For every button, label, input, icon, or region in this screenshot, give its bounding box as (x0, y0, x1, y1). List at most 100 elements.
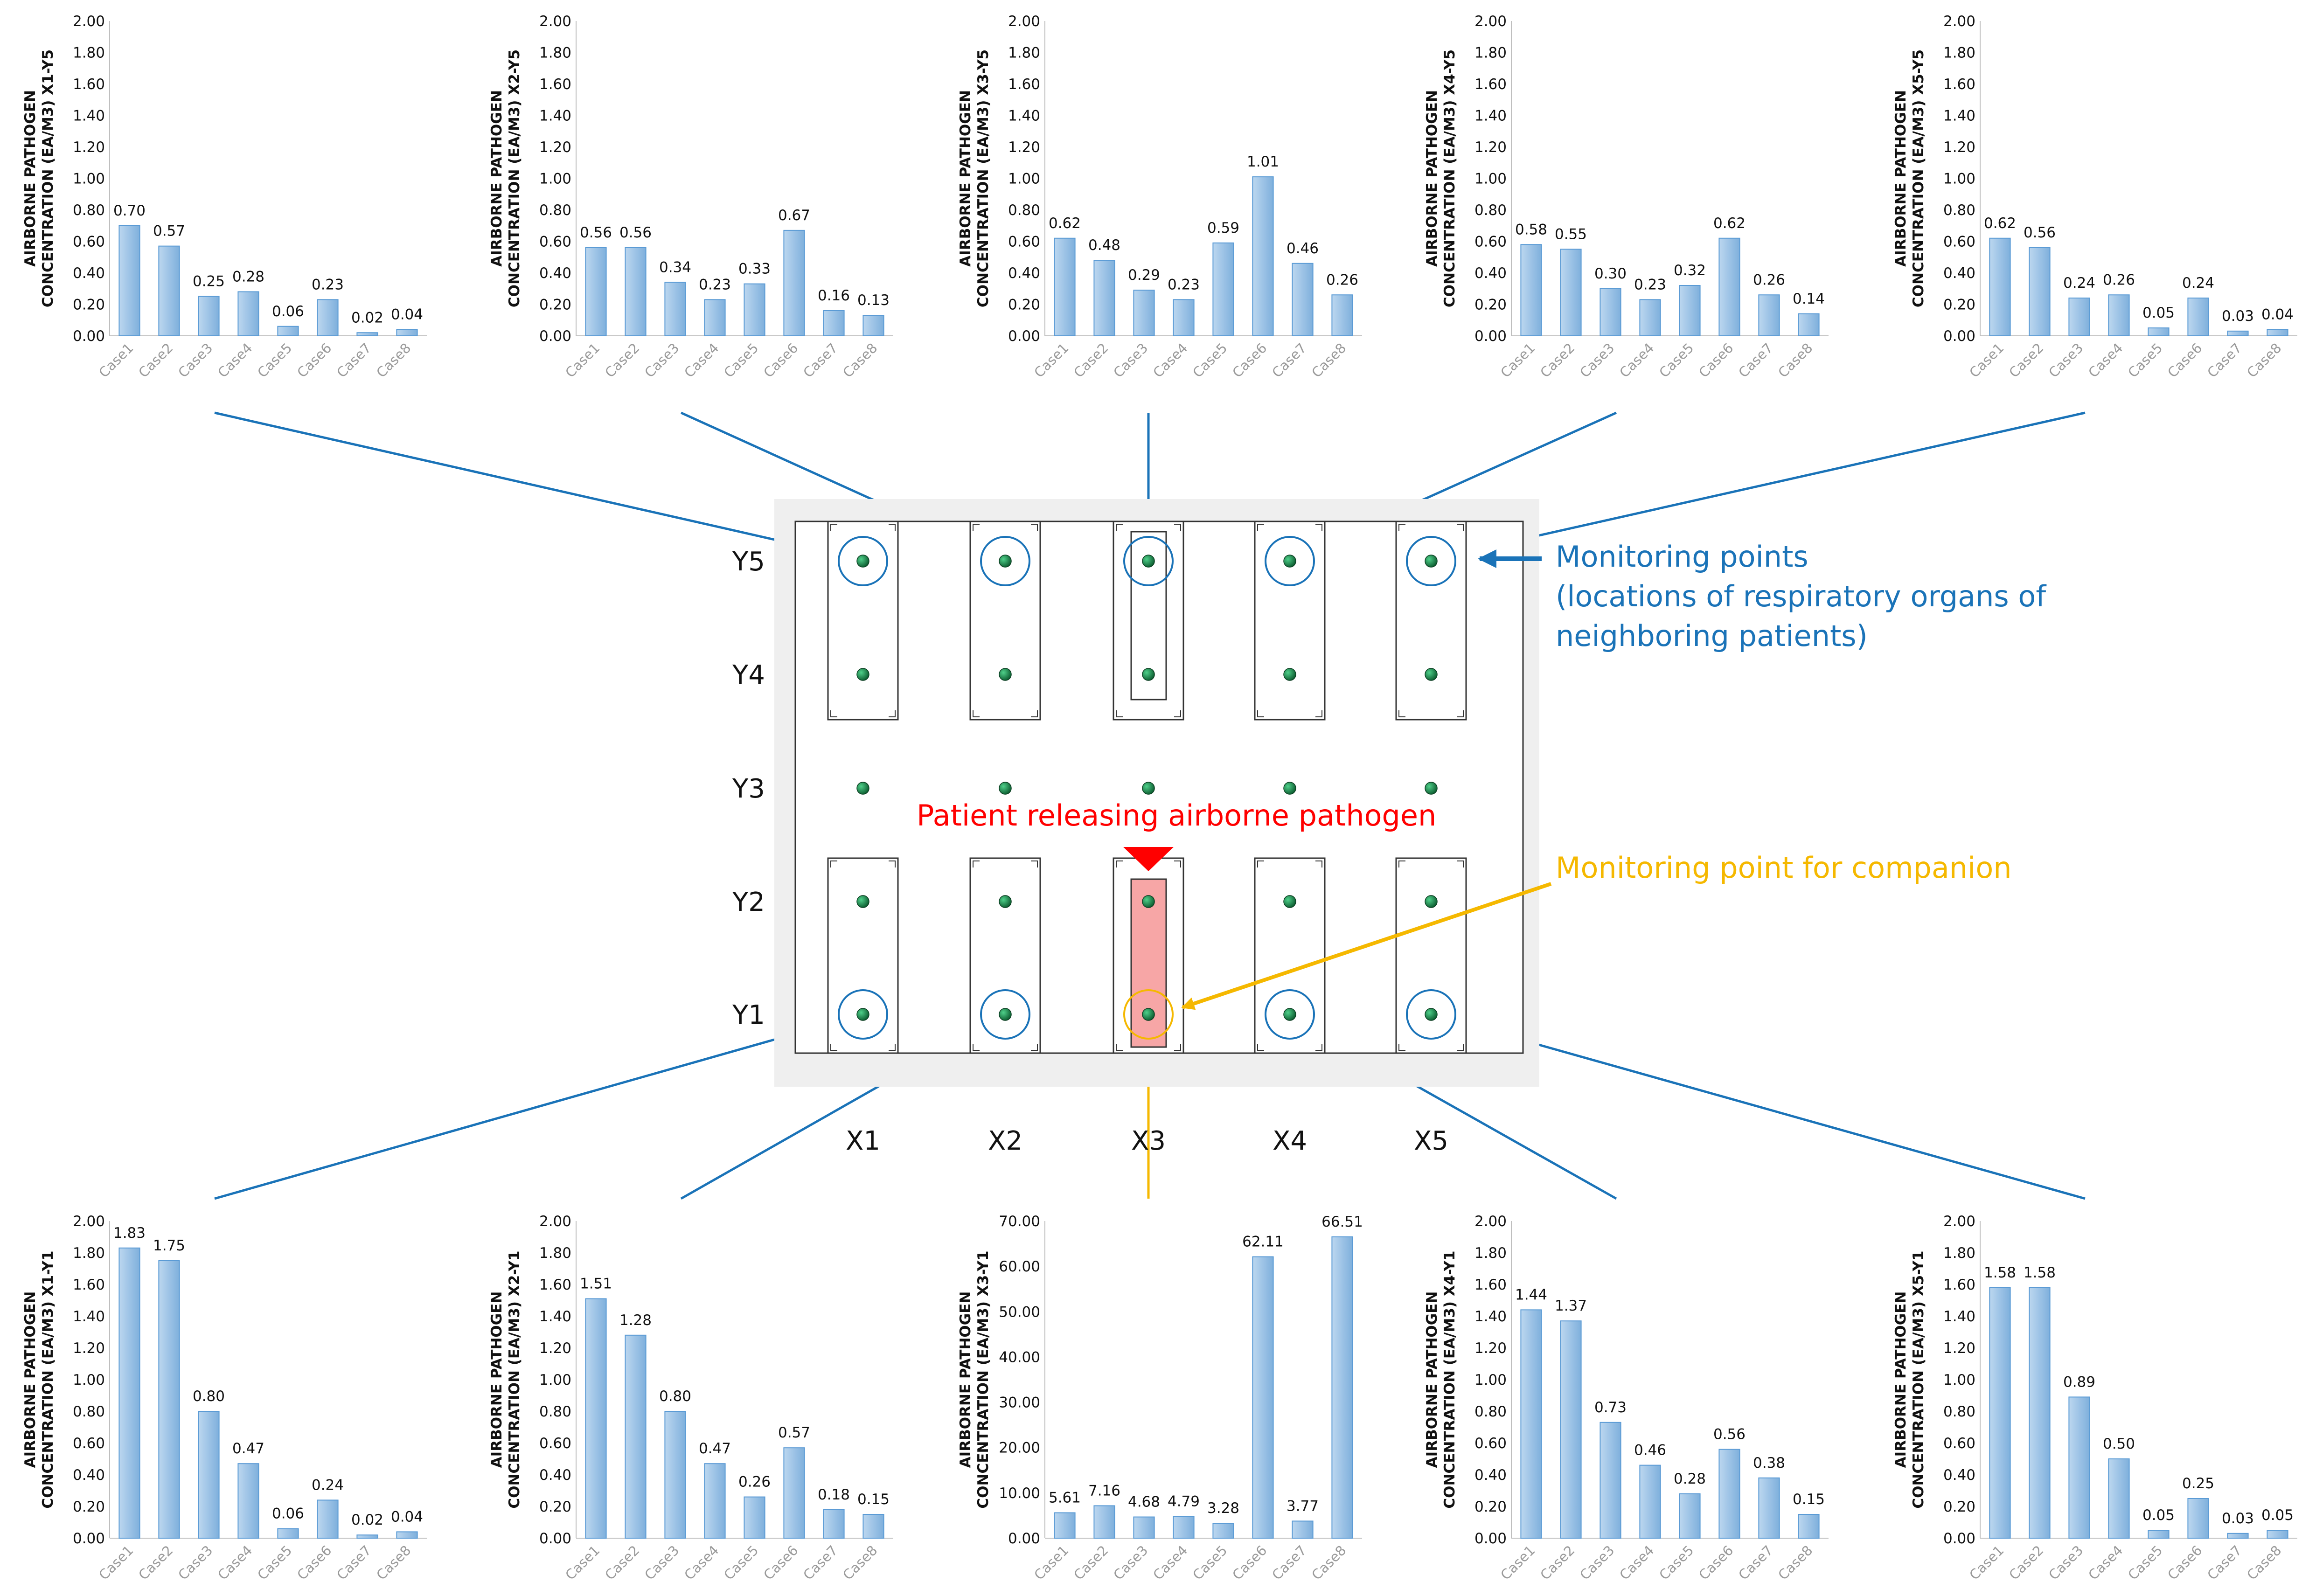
data-label: 1.28 (619, 1312, 652, 1329)
x-tick-label: Case2 (1071, 1542, 1111, 1583)
x-tick-label: Case6 (294, 340, 334, 381)
bed-corner-mark (1398, 524, 1405, 531)
data-label: 3.28 (1207, 1500, 1239, 1517)
chart-x1-y1: 0.00 0.20 0.40 0.60 0.80 1.00 1.20 1.40 1.60 1.80… (22, 1213, 427, 1583)
y-tick-label: 1.40 (1474, 108, 1507, 125)
bar-case5 (1679, 1493, 1701, 1539)
bed-corner-mark (1031, 860, 1038, 867)
bar-case5 (744, 1496, 765, 1539)
y-tick-label: 1.20 (539, 139, 571, 156)
y-tick-label: 0.00 (73, 1530, 105, 1547)
bar-case1 (1989, 1287, 2011, 1539)
x-tick-label: Case3 (1577, 1542, 1617, 1583)
data-label: 0.04 (2261, 306, 2294, 323)
x-tick-label: Case7 (334, 340, 374, 381)
data-label: 0.50 (2103, 1436, 2135, 1452)
bar-case3 (1600, 288, 1621, 336)
y-axis-title-line1: AIRBORNE PATHOGEN (488, 1291, 505, 1468)
bar-case4 (237, 291, 259, 336)
data-label: 0.05 (2142, 305, 2175, 321)
y-axis-title-line2: CONCENTRATION (EA/M3) X4-Y1 (1441, 1250, 1458, 1508)
bar-case8 (396, 329, 418, 336)
x-tick-label: Case1 (562, 1542, 603, 1583)
y-tick-label: 1.00 (1474, 1372, 1507, 1388)
y-tick-label: 1.80 (539, 45, 571, 62)
y-tick-label: 0.60 (539, 1435, 571, 1452)
monitoring-dot (1142, 668, 1155, 681)
x-tick-label: Case2 (602, 1542, 642, 1583)
bed-corner-mark (1315, 524, 1322, 531)
y-tick-label: 0.40 (73, 265, 105, 282)
y-tick-label: 0.20 (73, 1499, 105, 1515)
bed-corner-mark (1257, 1044, 1264, 1051)
y-tick-label: 1.60 (1474, 76, 1507, 93)
bed-frame-x3-upper (1130, 531, 1167, 701)
y-tick-label: 2.00 (73, 1213, 105, 1230)
y-tick-label: 0.80 (1943, 202, 1975, 219)
bed-corner-mark (1031, 710, 1038, 717)
y-axis-title-line2: CONCENTRATION (EA/M3) X2-Y5 (506, 49, 523, 307)
chart-x3-y5: 0.00 0.20 0.40 0.60 0.80 1.00 1.20 1.40 1.60 1.80… (957, 13, 1362, 381)
row-label-y2: Y2 (732, 887, 765, 917)
bar-case6 (2187, 298, 2209, 336)
bar-case2 (1560, 249, 1582, 336)
bar-case8 (2267, 1530, 2288, 1539)
bed-corner-mark (1174, 860, 1181, 867)
data-label: 0.89 (2063, 1374, 2095, 1390)
y-tick-label: 0.20 (1474, 297, 1507, 313)
monitoring-dots (838, 536, 1456, 1040)
bar-case4 (704, 1463, 726, 1539)
bar-case6 (1718, 237, 1740, 336)
data-label: 0.46 (1634, 1442, 1666, 1459)
bar-case6 (783, 229, 805, 336)
y-tick-label: 2.00 (1474, 13, 1507, 30)
bed-corner-mark (1398, 1044, 1405, 1051)
y-tick-label: 0.20 (1474, 1499, 1507, 1515)
x-tick-label: Case2 (1071, 340, 1111, 381)
y-tick-label: 2.00 (73, 13, 105, 30)
y-tick-label: 2.00 (1943, 13, 1975, 30)
data-label: 0.24 (2182, 275, 2214, 291)
column-label-x4: X4 (1273, 1126, 1307, 1156)
x-tick-label: Case4 (1150, 1542, 1190, 1583)
x-tick-label: Case3 (641, 340, 682, 381)
bar-case8 (862, 315, 884, 336)
x-tick-label: Case5 (254, 1542, 295, 1583)
data-label: 0.80 (193, 1388, 225, 1405)
column-label-x3: X3 (1131, 1126, 1166, 1156)
monitoring-dot (1425, 782, 1438, 795)
y-tick-label: 0.60 (1474, 1435, 1507, 1452)
bar-case2 (1093, 260, 1115, 336)
bed-corner-mark (1457, 1044, 1464, 1051)
x-tick-label: Case6 (1229, 340, 1270, 381)
y-tick-label: 0.40 (1943, 265, 1975, 282)
bar-case4 (1173, 299, 1195, 336)
monitoring-dot (856, 895, 869, 908)
bar-case1 (118, 225, 140, 336)
bar-case1 (1520, 1309, 1542, 1539)
y-tick-label: 1.00 (1008, 171, 1040, 187)
data-label: 1.44 (1515, 1286, 1547, 1303)
bar-case5 (1212, 242, 1234, 336)
bar-case7 (823, 1509, 845, 1539)
data-label: 0.23 (312, 276, 344, 293)
data-label: 0.30 (1594, 265, 1627, 282)
y-axis-title-line2: CONCENTRATION (EA/M3) X1-Y5 (40, 49, 56, 307)
x-tick-label: Case5 (2125, 340, 2165, 381)
y-tick-label: 0.80 (1474, 202, 1507, 219)
chart-x5-y1: 0.00 0.20 0.40 0.60 0.80 1.00 1.20 1.40 1.60 1.80… (1892, 1213, 2297, 1583)
monitoring-dot (1425, 1008, 1438, 1021)
data-label: 0.62 (1049, 215, 1081, 232)
y-axis-title-line2: CONCENTRATION (EA/M3) X1-Y1 (40, 1250, 56, 1508)
x-tick-label: Case1 (1031, 1542, 1071, 1583)
data-label: 0.48 (1088, 237, 1120, 254)
bed-upper (1254, 520, 1326, 721)
bed-corner-mark (1457, 524, 1464, 531)
bar-case8 (1798, 1514, 1820, 1539)
y-tick-label: 0.00 (1943, 1530, 1975, 1547)
data-label: 0.26 (2103, 271, 2135, 288)
x-tick-label: Case5 (1656, 340, 1697, 381)
chart-x3-y1: 0.00 10.00 20.00 30.00 40.00 50.00 60.00 70.00 A… (957, 1213, 1363, 1583)
column-label-x5: X5 (1414, 1126, 1448, 1156)
